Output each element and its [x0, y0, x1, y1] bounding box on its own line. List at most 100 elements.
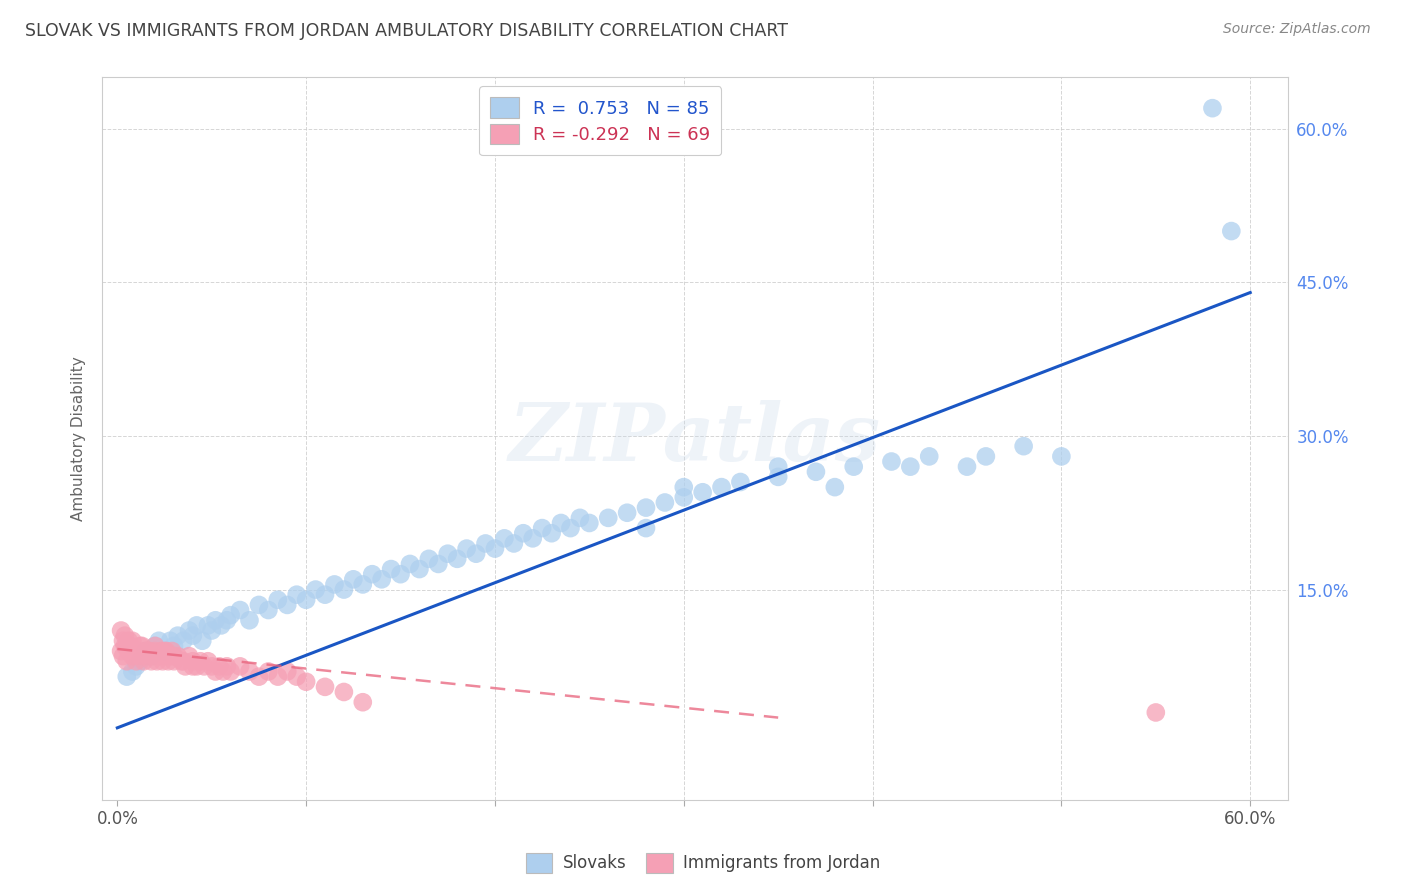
Point	[1220, 224, 1243, 238]
Point	[163, 654, 186, 668]
Point	[295, 674, 318, 689]
Point	[1012, 439, 1035, 453]
Point	[117, 644, 139, 658]
Point	[148, 649, 170, 664]
Point	[276, 665, 298, 679]
Point	[361, 567, 384, 582]
Point	[120, 639, 142, 653]
Legend: R =  0.753   N = 85, R = -0.292   N = 69: R = 0.753 N = 85, R = -0.292 N = 69	[479, 87, 721, 155]
Point	[522, 532, 544, 546]
Point	[117, 633, 139, 648]
Point	[474, 536, 496, 550]
Point	[484, 541, 506, 556]
Point	[110, 644, 132, 658]
Point	[159, 633, 181, 648]
Point	[163, 639, 186, 653]
Point	[152, 654, 174, 668]
Point	[141, 654, 163, 668]
Point	[129, 654, 152, 668]
Point	[333, 582, 356, 597]
Legend: Slovaks, Immigrants from Jordan: Slovaks, Immigrants from Jordan	[519, 847, 887, 880]
Point	[146, 654, 169, 668]
Point	[135, 644, 157, 658]
Point	[219, 608, 242, 623]
Point	[201, 659, 224, 673]
Point	[314, 680, 336, 694]
Point	[1144, 706, 1167, 720]
Point	[314, 588, 336, 602]
Point	[842, 459, 865, 474]
Point	[436, 547, 458, 561]
Point	[190, 654, 212, 668]
Point	[389, 567, 412, 582]
Point	[215, 613, 238, 627]
Point	[121, 633, 143, 648]
Point	[456, 541, 478, 556]
Point	[209, 618, 232, 632]
Point	[352, 695, 374, 709]
Point	[229, 659, 252, 673]
Point	[342, 572, 364, 586]
Point	[149, 644, 172, 658]
Point	[143, 644, 166, 658]
Point	[672, 480, 695, 494]
Point	[710, 480, 733, 494]
Point	[172, 633, 194, 648]
Point	[129, 639, 152, 653]
Point	[323, 577, 346, 591]
Point	[153, 644, 176, 658]
Point	[115, 654, 138, 668]
Point	[110, 624, 132, 638]
Point	[121, 649, 143, 664]
Point	[115, 639, 138, 653]
Text: Source: ZipAtlas.com: Source: ZipAtlas.com	[1223, 22, 1371, 37]
Point	[880, 454, 903, 468]
Point	[181, 659, 204, 673]
Point	[186, 618, 208, 632]
Point	[160, 644, 183, 658]
Point	[163, 649, 186, 664]
Point	[181, 654, 204, 668]
Point	[193, 659, 215, 673]
Point	[295, 592, 318, 607]
Point	[672, 491, 695, 505]
Point	[408, 562, 430, 576]
Point	[191, 633, 214, 648]
Point	[898, 459, 921, 474]
Point	[427, 557, 450, 571]
Point	[1201, 101, 1223, 115]
Point	[177, 649, 200, 664]
Point	[692, 485, 714, 500]
Point	[155, 644, 177, 658]
Point	[204, 613, 226, 627]
Point	[285, 588, 308, 602]
Point	[132, 654, 155, 668]
Point	[598, 511, 620, 525]
Point	[141, 649, 163, 664]
Point	[418, 551, 440, 566]
Point	[143, 639, 166, 653]
Point	[399, 557, 422, 571]
Point	[1050, 450, 1073, 464]
Point	[512, 526, 534, 541]
Point	[138, 644, 160, 658]
Point	[127, 644, 149, 658]
Point	[131, 639, 153, 653]
Point	[212, 665, 235, 679]
Point	[197, 618, 219, 632]
Point	[153, 644, 176, 658]
Point	[540, 526, 562, 541]
Point	[974, 450, 997, 464]
Point	[174, 659, 197, 673]
Point	[550, 516, 572, 530]
Y-axis label: Ambulatory Disability: Ambulatory Disability	[72, 356, 86, 521]
Point	[166, 629, 188, 643]
Point	[136, 644, 159, 658]
Point	[177, 624, 200, 638]
Point	[159, 649, 181, 664]
Point	[114, 639, 136, 653]
Point	[804, 465, 827, 479]
Point	[181, 629, 204, 643]
Point	[824, 480, 846, 494]
Point	[370, 572, 392, 586]
